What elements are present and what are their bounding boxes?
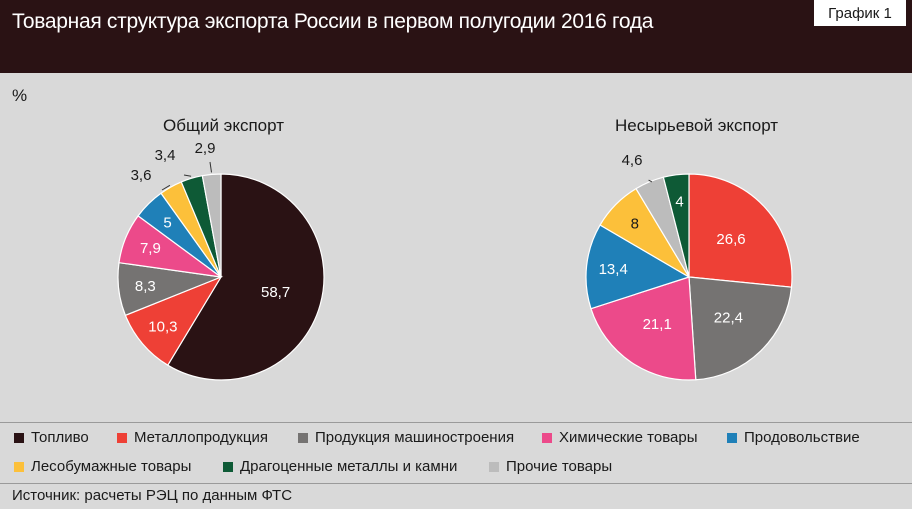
legend: Топливо Металлопродукция Продукция машин… bbox=[0, 422, 912, 484]
legend-swatch bbox=[117, 432, 127, 443]
leader-line bbox=[183, 174, 192, 177]
slice-label-прочие-товары: 2,9 bbox=[195, 140, 216, 157]
slice-label-драгоценные-металлы-и-камни: 4 bbox=[675, 193, 683, 210]
legend-item-other: Прочие товары bbox=[489, 458, 612, 475]
slice-label-металлопродукция: 26,6 bbox=[716, 231, 745, 248]
legend-swatch bbox=[14, 461, 24, 472]
slice-продукция-машиностроения bbox=[688, 276, 793, 381]
slice-драгоценные-металлы-и-камни bbox=[662, 173, 690, 278]
slice-label-драгоценные-металлы-и-камни: 3,4 bbox=[155, 147, 176, 164]
legend-swatch bbox=[223, 461, 233, 472]
slice-label-продукция-машиностроения: 22,4 bbox=[714, 310, 743, 327]
legend-label: Драгоценные металлы и камни bbox=[240, 458, 458, 475]
slice-label-лесобумажные-товары: 8 bbox=[631, 215, 639, 232]
legend-label: Топливо bbox=[31, 429, 89, 446]
legend-item-timber: Лесобумажные товары bbox=[14, 458, 191, 475]
slice-label-продовольствие: 5 bbox=[163, 215, 171, 232]
slice-label-продовольствие: 13,4 bbox=[599, 261, 628, 278]
legend-swatch bbox=[489, 461, 499, 472]
header-bar: Товарная структура экспорта России в пер… bbox=[0, 0, 912, 73]
legend-label: Продовольствие bbox=[744, 429, 860, 446]
slice-label-химические-товары: 21,1 bbox=[643, 316, 672, 333]
slice-label-прочие-товары: 4,6 bbox=[622, 152, 643, 169]
slice-label-топливо: 58,7 bbox=[261, 284, 290, 301]
legend-swatch bbox=[727, 432, 737, 443]
legend-label: Металлопродукция bbox=[134, 429, 268, 446]
legend-label: Прочие товары bbox=[506, 458, 613, 475]
leader-line bbox=[161, 184, 171, 191]
pie-title-total: Общий экспорт bbox=[163, 116, 284, 135]
slice-топливо bbox=[166, 173, 325, 381]
slice-label-лесобумажные-товары: 3,6 bbox=[131, 167, 152, 184]
slice-label-продукция-машиностроения: 8,3 bbox=[135, 278, 156, 295]
pie-charts-canvas: 58,7 10,3 8,3 7,95 3,63,4 2,9 26,6 22,4 21,1 13,4… bbox=[117, 140, 793, 381]
pie-title-nonraw: Несырьевой экспорт bbox=[615, 116, 779, 135]
slice-химические-товары bbox=[590, 276, 697, 381]
source-note: Источник: расчеты РЭЦ по данным ФТС bbox=[12, 487, 293, 504]
legend-swatch bbox=[14, 432, 24, 443]
legend-item-fuel: Топливо bbox=[14, 429, 89, 446]
legend-item-machinery: Продукция машиностроения bbox=[298, 429, 514, 446]
graph-number-label: График 1 bbox=[814, 0, 906, 26]
slice-label-металлопродукция: 10,3 bbox=[148, 318, 177, 335]
legend-label: Химические товары bbox=[559, 429, 698, 446]
legend-swatch bbox=[542, 432, 552, 443]
slice-металлопродукция bbox=[688, 173, 793, 288]
legend-item-food: Продовольствие bbox=[727, 429, 860, 446]
legend-item-metal: Металлопродукция bbox=[117, 429, 268, 446]
slice-продовольствие bbox=[585, 224, 691, 310]
leader-line bbox=[209, 161, 212, 173]
slice-прочие-товары bbox=[201, 173, 222, 278]
pie-0: 58,7 10,3 8,3 7,95 3,63,4 2,9 bbox=[117, 140, 325, 381]
legend-swatch bbox=[298, 432, 308, 443]
legend-item-chemical: Химические товары bbox=[542, 429, 698, 446]
slice-label-химические-товары: 7,9 bbox=[140, 240, 161, 257]
pie-1: 26,6 22,4 21,1 13,4 8 4,6 4 bbox=[585, 152, 793, 381]
legend-label: Лесобумажные товары bbox=[31, 458, 192, 475]
chart-main-title: Товарная структура экспорта России в пер… bbox=[12, 10, 654, 33]
leader-line bbox=[648, 179, 653, 183]
legend-label: Продукция машиностроения bbox=[315, 429, 515, 446]
legend-item-precious: Драгоценные металлы и камни bbox=[223, 458, 457, 475]
unit-label: % bbox=[12, 86, 28, 105]
